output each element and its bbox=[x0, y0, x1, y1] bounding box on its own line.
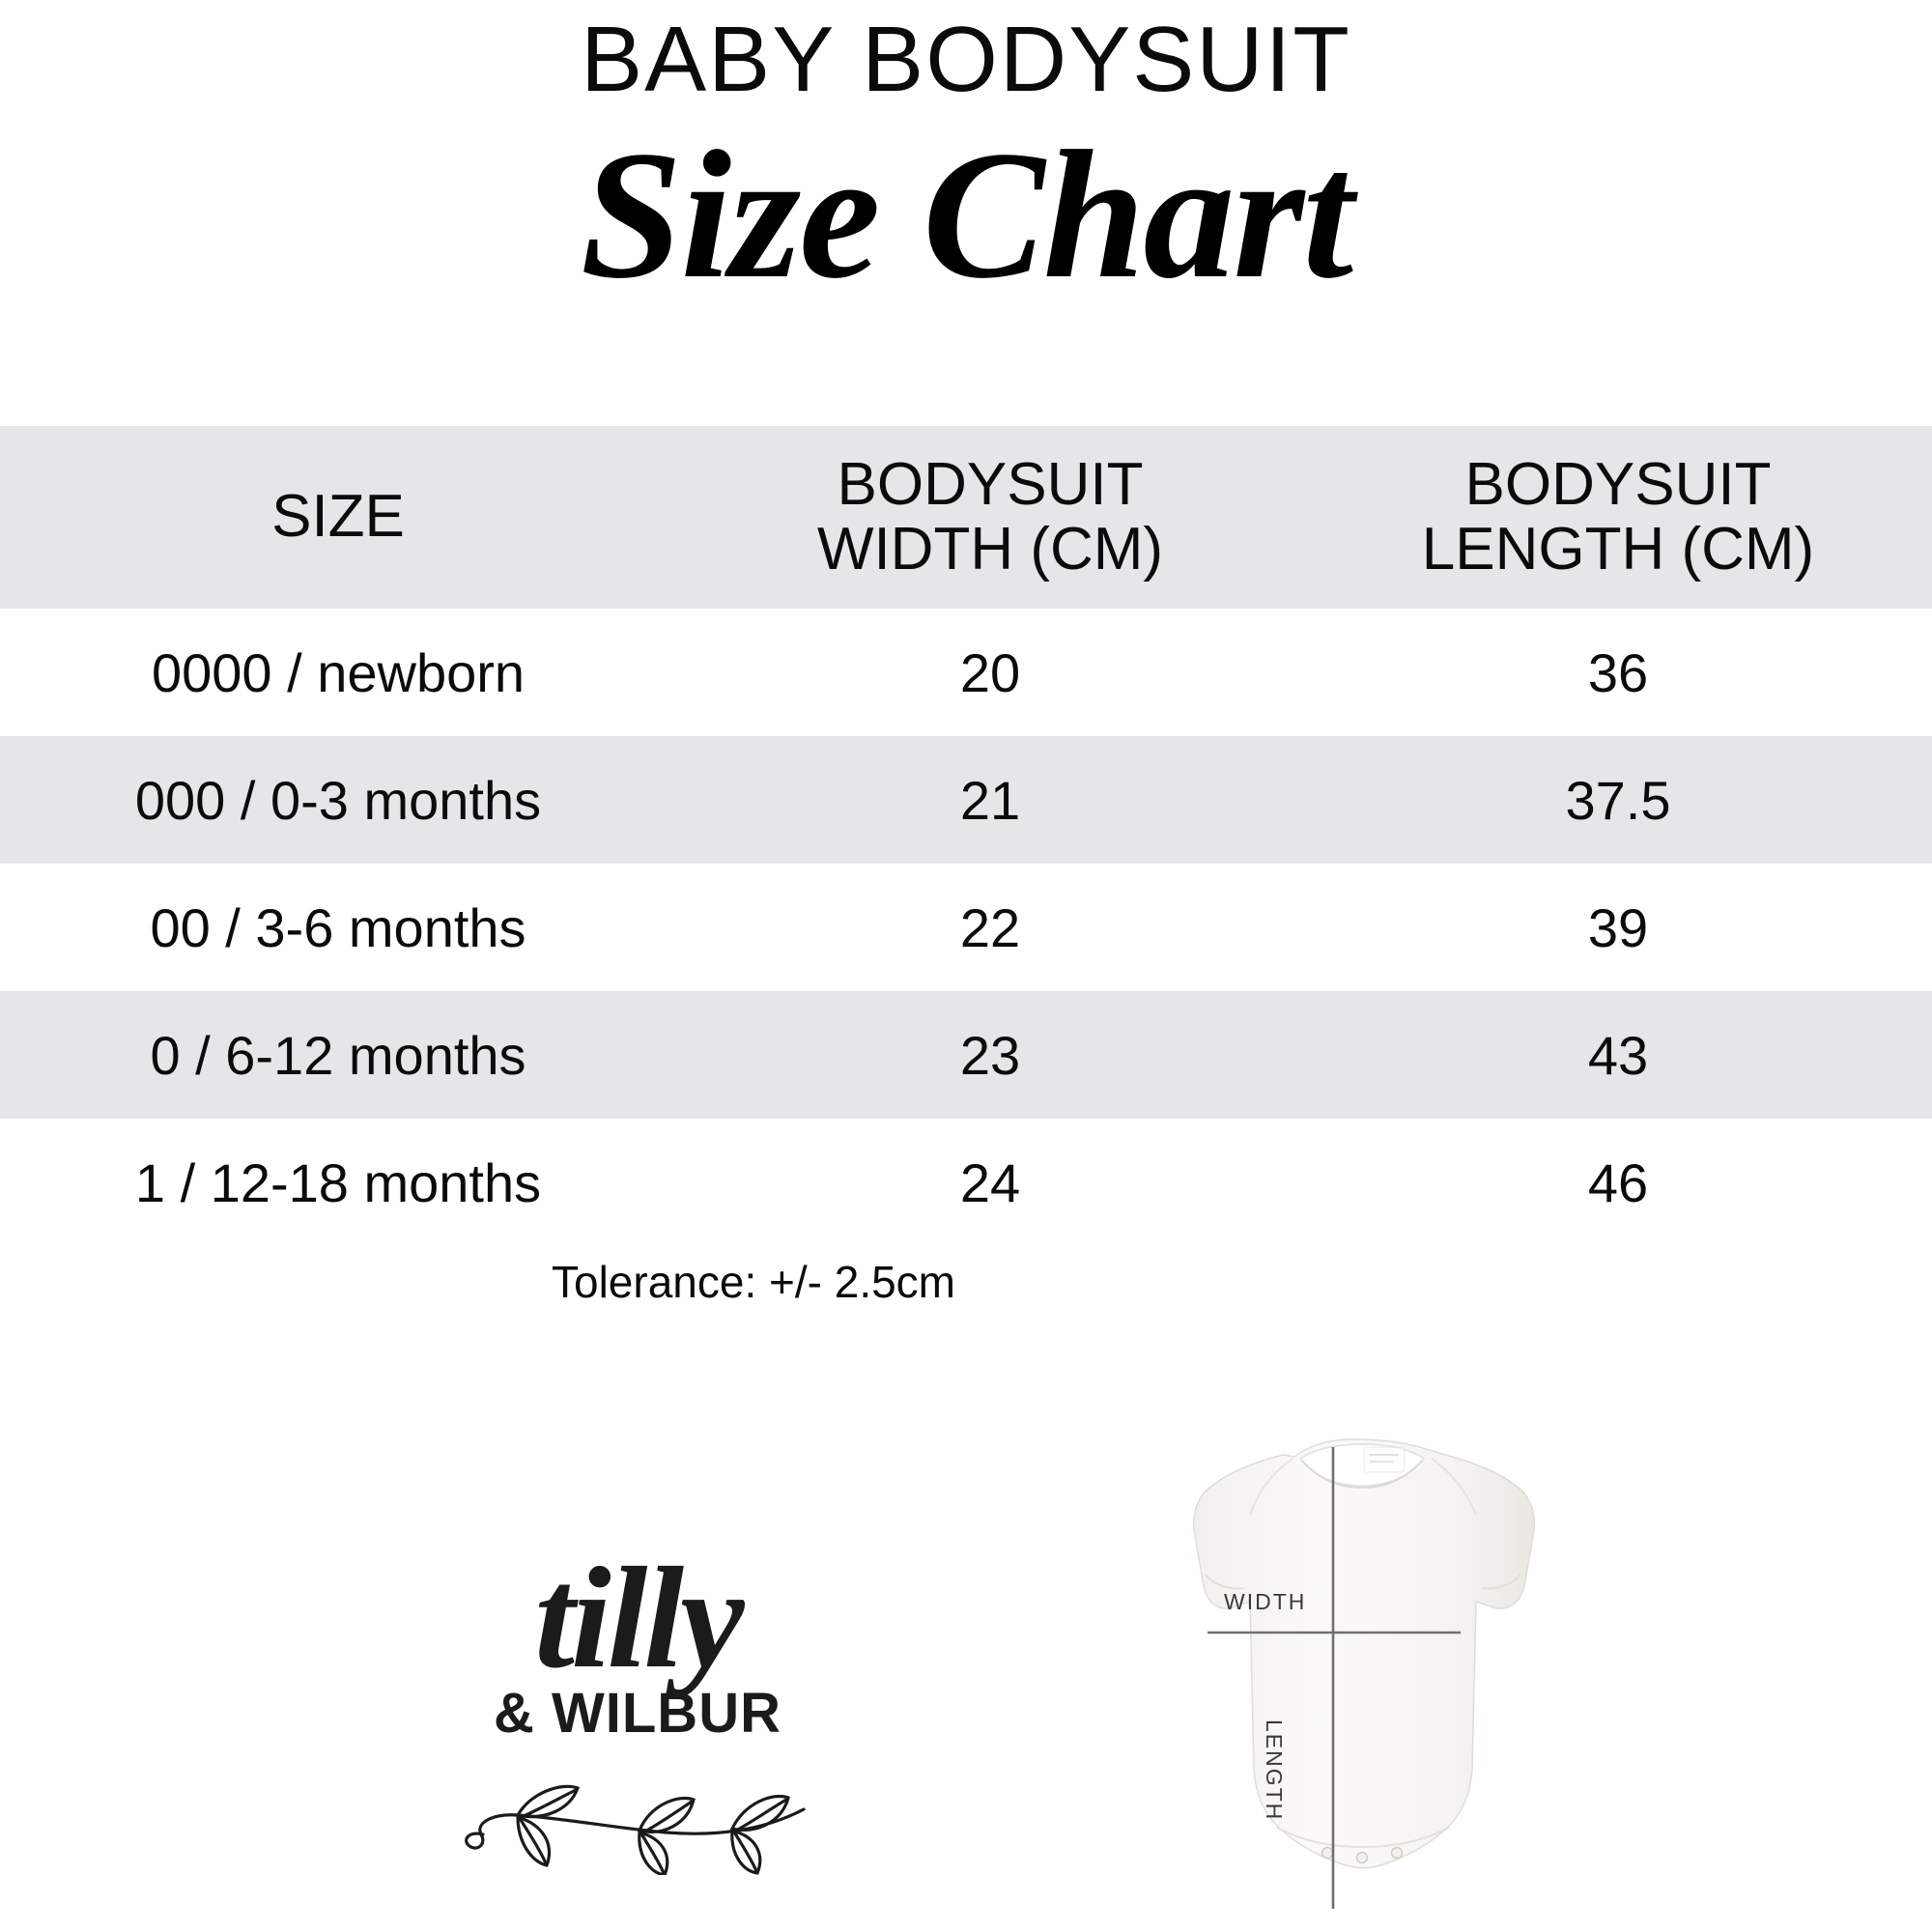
page-title: BABY BODYSUIT bbox=[581, 8, 1351, 111]
column-header-width-line2: WIDTH (CM) bbox=[816, 515, 1164, 582]
size-chart-table: SIZE BODYSUIT WIDTH (CM) BODYSUIT LENGTH… bbox=[0, 426, 1932, 1246]
table-row: 000 / 0-3 months 21 37.5 bbox=[0, 736, 1932, 864]
cell-size: 0 / 6-12 months bbox=[150, 1024, 526, 1086]
bodysuit-diagram: WIDTH LENGTH bbox=[1121, 1430, 1623, 1922]
table-row: 0000 / newborn 20 36 bbox=[0, 609, 1932, 736]
cell-width: 23 bbox=[959, 1024, 1021, 1086]
column-header-width: BODYSUIT WIDTH (CM) bbox=[676, 426, 1304, 609]
cell-length: 36 bbox=[1587, 641, 1649, 703]
cell-width: 20 bbox=[959, 641, 1021, 703]
table-row: 00 / 3-6 months 22 39 bbox=[0, 864, 1932, 991]
column-header-length-line1: BODYSUIT bbox=[1464, 450, 1772, 518]
cell-length: 37.5 bbox=[1565, 769, 1671, 831]
column-header-size: SIZE bbox=[271, 483, 405, 551]
cell-size: 0000 / newborn bbox=[151, 641, 526, 703]
table-row: 1 / 12-18 months 24 46 bbox=[0, 1119, 1932, 1246]
column-header-width-line1: BODYSUIT bbox=[837, 450, 1144, 518]
page-subtitle-script: Size Chart bbox=[580, 114, 1353, 317]
brand-logo: tilly & WILBUR bbox=[425, 1546, 850, 1913]
brand-logo-subname: & WILBUR bbox=[494, 1682, 781, 1745]
brand-logo-script-name: tilly bbox=[534, 1538, 744, 1698]
cell-size: 00 / 3-6 months bbox=[150, 896, 526, 958]
tolerance-note: Tolerance: +/- 2.5cm bbox=[551, 1257, 956, 1307]
cell-length: 43 bbox=[1587, 1024, 1649, 1086]
length-measure-label: LENGTH bbox=[1262, 1719, 1287, 1822]
header-block: BABY BODYSUIT Size Chart bbox=[0, 0, 1932, 317]
cell-width: 24 bbox=[959, 1151, 1021, 1213]
cell-size: 000 / 0-3 months bbox=[134, 769, 542, 831]
width-measure-label: WIDTH bbox=[1224, 1589, 1307, 1614]
cell-width: 22 bbox=[959, 896, 1021, 958]
bodysuit-illustration-icon bbox=[1192, 1438, 1536, 1909]
table-body: 0000 / newborn 20 36 000 / 0-3 months 21… bbox=[0, 609, 1932, 1246]
cell-length: 39 bbox=[1587, 896, 1649, 958]
column-header-length-line2: LENGTH (CM) bbox=[1421, 515, 1815, 582]
cell-length: 46 bbox=[1587, 1151, 1649, 1213]
column-header-length: BODYSUIT LENGTH (CM) bbox=[1304, 426, 1932, 609]
table-header-row: SIZE BODYSUIT WIDTH (CM) BODYSUIT LENGTH… bbox=[0, 426, 1932, 609]
cell-width: 21 bbox=[959, 769, 1021, 831]
cell-size: 1 / 12-18 months bbox=[134, 1151, 542, 1213]
leaf-branch-icon bbox=[465, 1784, 806, 1875]
table-row: 0 / 6-12 months 23 43 bbox=[0, 991, 1932, 1119]
table-header: SIZE BODYSUIT WIDTH (CM) BODYSUIT LENGTH… bbox=[0, 426, 1932, 609]
